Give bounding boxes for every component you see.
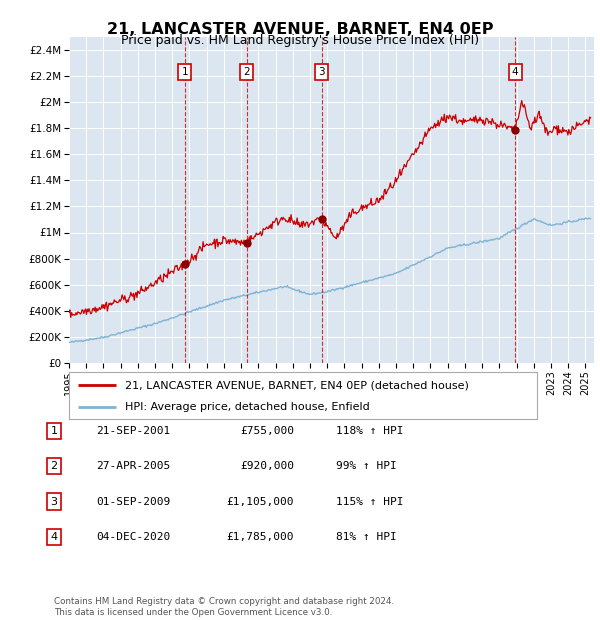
Text: 1: 1	[181, 68, 188, 78]
Text: £1,105,000: £1,105,000	[227, 497, 294, 507]
Text: 2: 2	[244, 68, 250, 78]
Text: 2: 2	[50, 461, 58, 471]
Text: 21, LANCASTER AVENUE, BARNET, EN4 0EP (detached house): 21, LANCASTER AVENUE, BARNET, EN4 0EP (d…	[125, 380, 469, 390]
Text: 115% ↑ HPI: 115% ↑ HPI	[336, 497, 404, 507]
Text: 01-SEP-2009: 01-SEP-2009	[96, 497, 170, 507]
Text: 118% ↑ HPI: 118% ↑ HPI	[336, 426, 404, 436]
Text: £920,000: £920,000	[240, 461, 294, 471]
Text: 3: 3	[50, 497, 58, 507]
Text: 21, LANCASTER AVENUE, BARNET, EN4 0EP: 21, LANCASTER AVENUE, BARNET, EN4 0EP	[107, 22, 493, 37]
Text: 4: 4	[50, 532, 58, 542]
Text: This data is licensed under the Open Government Licence v3.0.: This data is licensed under the Open Gov…	[54, 608, 332, 617]
Text: 21-SEP-2001: 21-SEP-2001	[96, 426, 170, 436]
Text: 3: 3	[318, 68, 325, 78]
Text: 81% ↑ HPI: 81% ↑ HPI	[336, 532, 397, 542]
Text: £755,000: £755,000	[240, 426, 294, 436]
Text: 4: 4	[512, 68, 518, 78]
Text: Price paid vs. HM Land Registry's House Price Index (HPI): Price paid vs. HM Land Registry's House …	[121, 34, 479, 47]
Text: 1: 1	[50, 426, 58, 436]
Text: HPI: Average price, detached house, Enfield: HPI: Average price, detached house, Enfi…	[125, 402, 370, 412]
Text: 04-DEC-2020: 04-DEC-2020	[96, 532, 170, 542]
Text: 27-APR-2005: 27-APR-2005	[96, 461, 170, 471]
Text: £1,785,000: £1,785,000	[227, 532, 294, 542]
Text: Contains HM Land Registry data © Crown copyright and database right 2024.: Contains HM Land Registry data © Crown c…	[54, 597, 394, 606]
Text: 99% ↑ HPI: 99% ↑ HPI	[336, 461, 397, 471]
